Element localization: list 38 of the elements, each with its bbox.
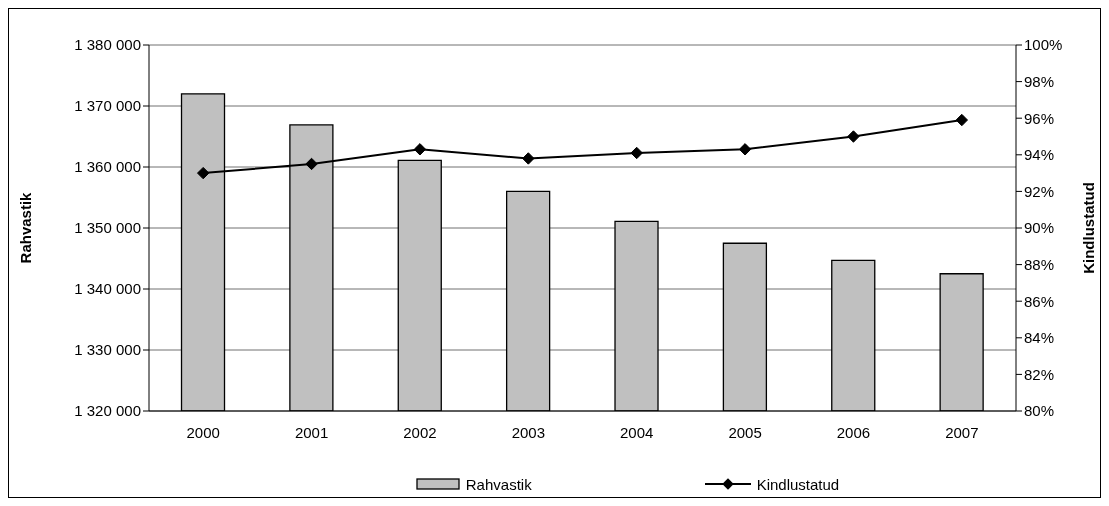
x-tick-label: 2003 — [511, 423, 545, 441]
legend-label: Rahvastik — [465, 475, 532, 493]
y-tick-label: 1 370 000 — [74, 97, 141, 115]
y-tick-label: 1 330 000 — [74, 341, 141, 359]
x-tick-label: 2005 — [728, 423, 762, 441]
y2-tick-label: 80% — [1024, 402, 1055, 420]
x-tick-label: 2001 — [294, 423, 329, 441]
x-tick-label: 2002 — [403, 423, 437, 441]
y2-tick-label: 94% — [1024, 146, 1055, 164]
y2-tick-label: 92% — [1024, 182, 1055, 200]
y-tick-label: 1 320 000 — [74, 402, 141, 420]
point — [738, 143, 752, 156]
y2-axis-title: Kindlustatud — [1079, 182, 1097, 274]
point — [413, 143, 427, 156]
point — [847, 130, 860, 143]
y-tick-label: 1 360 000 — [74, 158, 141, 176]
y2-tick-label: 96% — [1024, 109, 1055, 127]
y2-tick-label: 98% — [1024, 72, 1055, 90]
y2-tick-label: 88% — [1024, 255, 1055, 273]
legend-label: Kindlustatud — [756, 475, 840, 493]
x-tick-label: 2000 — [186, 423, 220, 441]
point — [955, 113, 969, 127]
y-tick-label: 1 380 000 — [74, 36, 141, 54]
y2-tick-label: 84% — [1024, 329, 1055, 347]
y2-tick-label: 90% — [1024, 219, 1055, 237]
y-tick-label: 1 350 000 — [74, 219, 141, 237]
point — [522, 152, 535, 165]
point — [196, 166, 210, 180]
y2-tick-label: 100% — [1024, 36, 1063, 54]
x-tick-label: 2004 — [620, 423, 654, 441]
point — [305, 157, 318, 171]
y2-tick-label: 82% — [1024, 365, 1055, 383]
y-axis-title: Rahvastik — [16, 191, 34, 264]
y-tick-label: 1 340 000 — [74, 280, 141, 298]
y2-tick-label: 86% — [1024, 292, 1055, 310]
x-tick-label: 2007 — [945, 423, 979, 441]
point — [630, 146, 643, 160]
x-tick-label: 2006 — [836, 423, 871, 441]
